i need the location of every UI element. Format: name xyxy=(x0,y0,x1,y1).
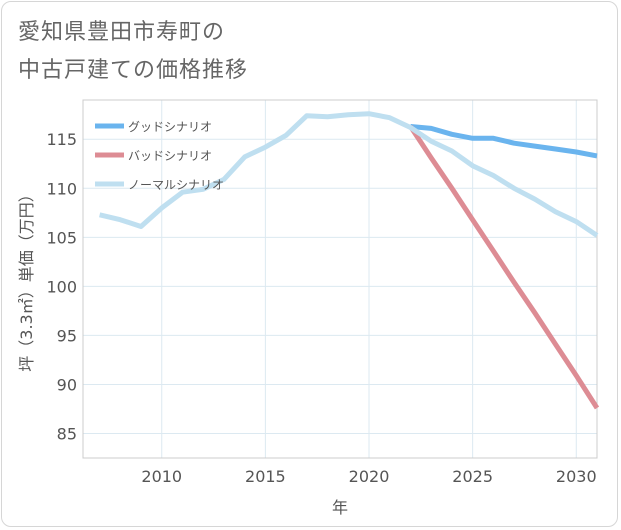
x-tick-label: 2030 xyxy=(556,467,597,486)
series-line-0 xyxy=(410,124,598,159)
y-tick-label: 100 xyxy=(46,277,77,296)
y-axis-label: 坪（3.3㎡）単価（万円） xyxy=(17,186,36,371)
y-tick-label: 90 xyxy=(57,375,77,394)
y-tick-label: 105 xyxy=(46,228,77,247)
legend-label-1: バッドシナリオ xyxy=(128,149,212,163)
series-layer xyxy=(99,111,600,410)
chart-title-line-1: 愛知県豊田市寿町の xyxy=(18,20,226,45)
chart-title: 愛知県豊田市寿町の 中古戸建ての価格推移 xyxy=(18,14,248,90)
series-line-1 xyxy=(408,125,600,410)
x-tick-label: 2025 xyxy=(452,467,493,486)
y-tick-label: 85 xyxy=(57,424,77,443)
y-tick-label: 115 xyxy=(46,130,77,149)
x-tick-label: 2020 xyxy=(349,467,390,486)
legend-label-0: グッドシナリオ xyxy=(128,120,212,134)
x-tick-label: 2015 xyxy=(245,467,286,486)
x-tick-label: 2010 xyxy=(141,467,182,486)
legend-label-2: ノーマルシナリオ xyxy=(128,178,224,192)
x-axis-label: 年 xyxy=(332,498,348,517)
tick-labels: 2010 2015 2020 2025 2030 85 90 95 100 105 110 115 xyxy=(46,130,596,486)
series-line-2 xyxy=(99,111,599,238)
chart-title-line-2: 中古戸建ての価格推移 xyxy=(18,58,249,83)
grid-lines xyxy=(83,100,597,458)
plot-area-border xyxy=(82,99,598,459)
y-tick-label: 110 xyxy=(46,179,77,198)
y-tick-label: 95 xyxy=(57,326,77,345)
